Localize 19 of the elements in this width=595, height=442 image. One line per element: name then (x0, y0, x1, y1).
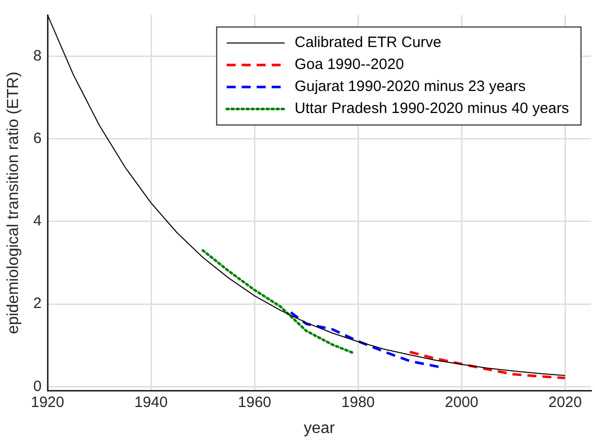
y-tick-label: 6 (33, 130, 42, 148)
y-tick-label: 0 (33, 378, 42, 395)
x-tick-label: 1940 (134, 394, 168, 411)
x-axis-title: year (304, 420, 336, 437)
legend-label: Calibrated ETR Curve (294, 34, 442, 52)
x-tick-label: 1920 (30, 394, 64, 411)
y-tick-label: 8 (33, 47, 42, 64)
legend-label: Gujarat 1990-2020 minus 23 years (294, 78, 526, 96)
y-tick-label: 4 (33, 212, 42, 230)
x-tick-label: 2020 (548, 394, 582, 411)
line-series (408, 350, 566, 380)
y-axis-title: epidemiological transition ratio (ETR) (5, 72, 22, 334)
x-tick-label: 2000 (444, 394, 478, 411)
y-tick-label: 2 (33, 295, 42, 312)
legend-label: Goa 1990--2020 (294, 56, 404, 74)
legend-label: Uttar Pradesh 1990-2020 minus 40 years (294, 100, 570, 118)
x-tick-label: 1960 (238, 394, 272, 411)
line-series (202, 249, 354, 354)
x-tick-label: 1980 (341, 394, 375, 411)
